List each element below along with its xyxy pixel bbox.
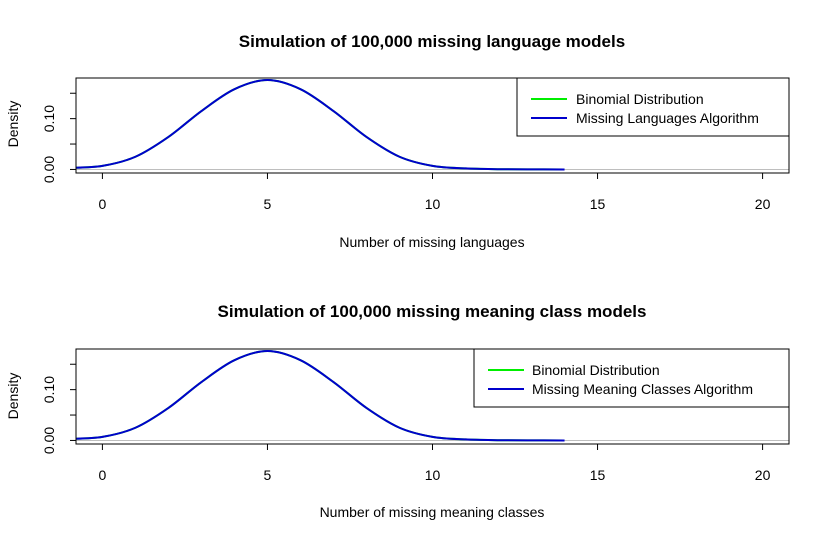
- chart-title: Simulation of 100,000 missing meaning cl…: [218, 302, 647, 321]
- legend: Binomial Distribution Missing Languages …: [516, 77, 790, 137]
- chart-title: Simulation of 100,000 missing language m…: [239, 32, 625, 51]
- x-axis-label: Number of missing languages: [339, 234, 524, 250]
- y-tick-label: 0.00: [41, 156, 57, 183]
- x-tick-label: 0: [99, 196, 107, 212]
- x-tick-label: 20: [755, 196, 771, 212]
- legend-label-algorithm: Missing Meaning Classes Algorithm: [532, 381, 753, 397]
- chart-panel-meaning-classes: Simulation of 100,000 missing meaning cl…: [5, 302, 790, 520]
- y-axis-label: Density: [5, 101, 21, 148]
- legend-label-binomial: Binomial Distribution: [532, 362, 660, 378]
- chart-panel-languages: Simulation of 100,000 missing language m…: [5, 32, 790, 250]
- x-tick-label: 20: [755, 467, 771, 483]
- x-tick-label: 15: [590, 196, 606, 212]
- y-tick-label: 0.00: [41, 427, 57, 454]
- y-tick-label: 0.10: [41, 376, 57, 403]
- legend-label-binomial: Binomial Distribution: [576, 91, 704, 107]
- legend: Binomial Distribution Missing Meaning Cl…: [473, 348, 790, 408]
- y-tick-label: 0.10: [41, 105, 57, 132]
- series-line-1: [76, 79, 565, 171]
- plot-area: 0 5 10 15 20 0.00 0.10: [41, 77, 790, 212]
- series-line-0: [76, 79, 565, 171]
- x-tick-label: 5: [264, 467, 272, 483]
- series-line-1: [76, 350, 565, 442]
- x-tick-label: 5: [264, 196, 272, 212]
- legend-label-algorithm: Missing Languages Algorithm: [576, 110, 759, 126]
- x-tick-label: 15: [590, 467, 606, 483]
- x-tick-label: 0: [99, 467, 107, 483]
- x-tick-label: 10: [425, 467, 441, 483]
- x-axis-label: Number of missing meaning classes: [320, 504, 545, 520]
- x-tick-label: 10: [425, 196, 441, 212]
- legend-box: [473, 348, 790, 408]
- legend-box: [516, 77, 790, 137]
- y-axis-label: Density: [5, 373, 21, 420]
- plot-area: 0 5 10 15 20 0.00 0.10: [41, 348, 790, 483]
